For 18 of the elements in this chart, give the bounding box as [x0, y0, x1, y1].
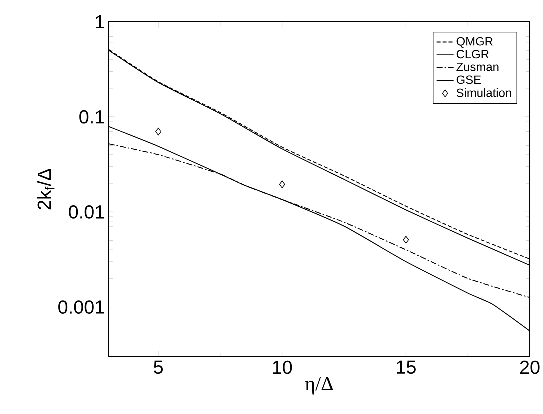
- x-tick-label: 5: [154, 360, 164, 374]
- point: [156, 128, 162, 136]
- y-tick-label: 0.01: [69, 205, 104, 219]
- legend-label: QMGR: [456, 37, 493, 48]
- point: [279, 180, 286, 188]
- y-tick-label: 1: [96, 15, 104, 29]
- x-tick-label: 10: [273, 360, 292, 374]
- x-axis-title: η/Δ: [305, 377, 334, 395]
- legend-label: GSE: [456, 76, 482, 84]
- legend-label: Simulation: [456, 88, 512, 98]
- x-tick-label: 15: [397, 360, 416, 374]
- legend-label: CLGR: [456, 50, 489, 59]
- y-axis-title: 2k$_{f}$/Δ: [37, 169, 55, 210]
- x-tick-label: 20: [520, 360, 540, 374]
- y-tick-label: 0.1: [80, 110, 104, 124]
- point: [403, 236, 410, 244]
- y-tick-label: 0.001: [58, 300, 104, 314]
- legend-label: Zusman: [456, 62, 499, 72]
